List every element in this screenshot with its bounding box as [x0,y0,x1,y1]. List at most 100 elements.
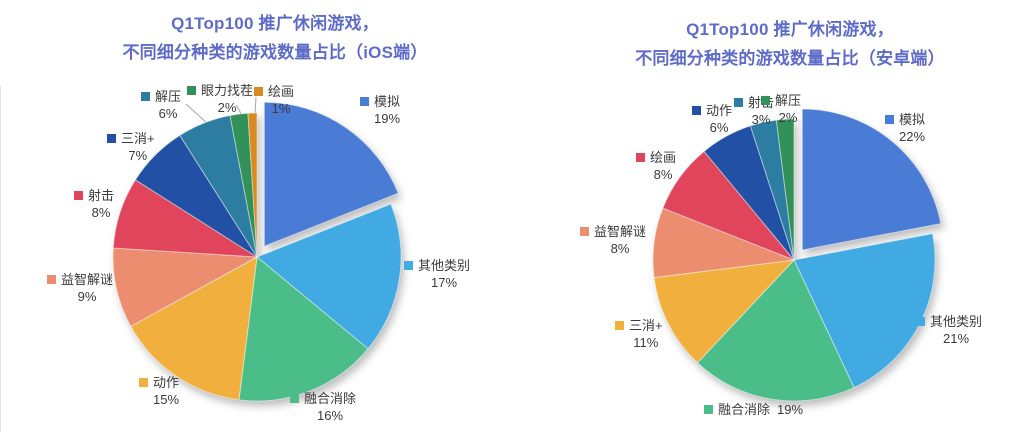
legend-swatch-spot-difference [187,86,196,95]
ios-chart-title: Q1Top100 推广休闲游戏， 不同细分种类的游戏数量占比（iOS端） [65,9,485,67]
slice-pct: 6% [158,106,178,121]
android-chart-title: Q1Top100 推广休闲游戏， 不同细分种类的游戏数量占比（安卓端） [580,15,1000,73]
ios-pie-slices [112,101,402,402]
pie-slice-融合消除 [238,256,369,402]
legend-swatch-drawing [636,153,645,162]
pie-slice-动作 [130,256,258,401]
slice-pct: 15% [153,392,180,407]
slice-name: 其他类别 [930,314,983,329]
legend-swatch-drawing [254,87,263,96]
slice-name: 益智解谜 [61,272,114,287]
pie-slice-动作 [703,125,795,261]
left-edge-divider-line [0,86,1,432]
legend-swatch-decompress [761,96,770,105]
android-pie-slices [652,108,942,402]
legend-swatch-other-category [404,261,413,270]
android-title-line-1: Q1Top100 推广休闲游戏， [686,20,894,39]
slice-pct: 1% [271,101,291,116]
slice-label-decompress: 解压 2% [761,93,801,125]
legend-swatch-shooter [734,98,743,107]
slice-name: 解压 [155,89,182,104]
slice-label-other-category: 其他类别 17% [404,258,470,290]
slice-pct: 22% [899,129,926,144]
legend-swatch-merge-eliminate [704,405,713,414]
pie-slice-融合消除 [696,259,855,402]
legend-swatch-shooter [74,191,83,200]
slice-label-simulation: 模拟 19% [360,94,400,126]
slice-name: 模拟 [374,94,401,109]
legend-swatch-decompress [141,92,150,101]
pie-slice-解压 [775,118,795,261]
leader-line-drawing [254,96,257,115]
android-pie-chart: Q1Top100 推广休闲游戏， 不同细分种类的游戏数量占比（安卓端） 模拟 2… [510,0,1019,432]
legend-swatch-merge-eliminate [290,394,299,403]
pie-slice-其他类别 [256,203,402,350]
slice-name: 其他类别 [418,258,471,273]
legend-swatch-action [139,378,148,387]
slice-name: 动作 [153,375,180,390]
pie-slice-模拟 [801,108,942,251]
slice-name: 融合消除 [718,402,771,417]
slice-pct: 8% [91,205,111,220]
legend-swatch-simulation [360,97,369,106]
slice-pct: 7% [128,148,148,163]
slice-name: 射击 [88,188,115,203]
slice-pct: 17% [430,275,458,290]
slice-name: 解压 [775,93,802,108]
slice-label-merge-eliminate: 融合消除 16% [290,391,356,423]
ios-pie-svg [112,96,402,402]
slice-pct: 6% [709,120,729,135]
android-pie-svg [652,108,942,402]
pie-slice-射击 [112,179,258,258]
pie-slice-益智解谜 [652,207,795,279]
slice-label-other-category: 其他类别 21% [916,314,982,346]
pie-slice-益智解谜 [112,247,259,328]
slice-pct: 9% [77,289,97,304]
legend-swatch-match3-plus [615,321,624,330]
slice-label-merge-eliminate: 融合消除 19% [704,402,803,417]
slice-pct: 21% [942,331,970,346]
legend-swatch-puzzle [580,227,589,236]
slice-label-match3-plus: 三消+ 11% [615,318,663,350]
slice-label-action: 动作 6% [692,103,732,135]
android-title-line-2: 不同细分种类的游戏数量占比（安卓端） [635,49,945,68]
leader-line-decompress [185,103,210,126]
pie-slice-解压 [179,114,258,258]
pie-slice-三消+ [653,259,796,364]
slice-pct: 2% [778,110,798,125]
legend-swatch-match3-plus [107,134,116,143]
slice-name: 三消+ [121,131,155,146]
legend-swatch-other-category [916,317,925,326]
pie-slice-射击 [749,119,795,261]
slice-label-match3-plus: 三消+ 7% [107,131,155,163]
slice-name: 融合消除 [304,391,357,406]
slice-pct: 8% [610,241,630,256]
slice-name: 绘画 [268,84,295,99]
legend-swatch-puzzle [47,275,56,284]
slice-label-puzzle: 益智解谜 9% [47,272,113,304]
slice-name: 眼力找茬 [201,83,254,98]
slice-pct: 19% [374,111,401,126]
slice-label-shooter: 射击 8% [74,188,114,220]
slice-label-simulation: 模拟 22% [885,112,925,144]
pie-slice-绘画 [662,150,795,261]
pie-slice-绘画 [247,112,258,258]
pie-slice-模拟 [263,101,399,247]
slice-label-action: 动作 15% [139,375,179,407]
slice-pct: 16% [316,408,344,423]
slice-name: 益智解谜 [594,224,647,239]
ios-title-line-2: 不同细分种类的游戏数量占比（iOS端） [122,43,428,62]
slice-pct: 11% [633,335,659,350]
slice-label-spot-difference: 眼力找茬 2% [187,83,253,115]
slice-pct: 19% [777,402,804,417]
pie-slice-眼力找茬 [229,112,258,258]
slice-pct: 3% [751,112,771,127]
slice-name: 模拟 [899,112,926,127]
slice-name: 绘画 [650,150,677,165]
slice-pct: 2% [217,100,237,115]
slice-name: 动作 [706,103,733,118]
slice-label-decompress: 解压 6% [141,89,181,121]
legend-swatch-simulation [885,115,894,124]
pie-slice-三消+ [134,134,258,258]
